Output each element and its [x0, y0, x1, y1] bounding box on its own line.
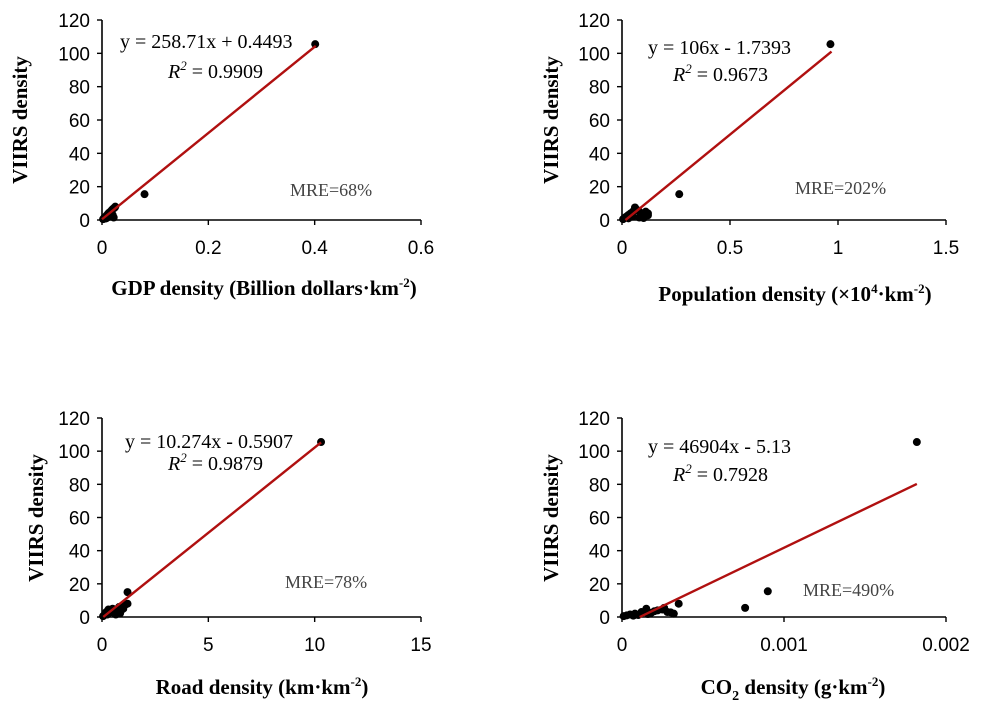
x-tick-label: 0.4 — [301, 238, 328, 259]
y-tick-label: 120 — [578, 11, 610, 32]
regression-equation: y = 106x - 1.7393 — [648, 37, 791, 59]
x-tick-label: 0.6 — [408, 238, 434, 259]
y-tick-label: 0 — [79, 211, 90, 232]
y-axis-title: VIIRS density — [539, 56, 563, 184]
x-tick-label: 0 — [617, 635, 628, 656]
x-axis-title: Population density (×104·km-2) — [658, 281, 931, 306]
x-tick-label: 0 — [97, 238, 108, 259]
data-point — [674, 599, 683, 608]
y-tick-label: 60 — [589, 509, 610, 530]
data-point — [629, 611, 638, 620]
y-tick-label: 40 — [589, 144, 610, 165]
x-tick-label: 5 — [203, 635, 214, 656]
x-tick-label: 1.5 — [933, 238, 959, 259]
y-tick-label: 60 — [69, 111, 90, 132]
mre-annotation: MRE=490% — [803, 580, 894, 600]
y-tick-label: 40 — [589, 542, 610, 563]
x-tick-label: 0 — [97, 635, 108, 656]
data-point — [109, 213, 118, 222]
y-tick-label: 60 — [69, 509, 90, 530]
scatter-panel-3: 0 20 40 60 80 100 120 0 5 10 15 y = 10.274x - 0.590… — [24, 409, 432, 699]
scatter-panel-1: 0 20 40 60 80 100 120 0 0.2 0.4 0.6 y = 258.71x + 0… — [8, 11, 434, 300]
y-tick-label: 100 — [578, 44, 610, 65]
fit-line — [101, 44, 317, 221]
y-tick-label: 40 — [69, 542, 90, 563]
x-tick-label: 0.001 — [760, 635, 808, 656]
y-tick-label: 20 — [589, 575, 610, 596]
y-tick-label: 120 — [578, 409, 610, 430]
y-tick-label: 0 — [599, 608, 610, 629]
data-point — [123, 599, 132, 608]
y-axis-title: VIIRS density — [8, 56, 32, 184]
y-tick-label: 120 — [58, 11, 90, 32]
data-point — [912, 438, 921, 447]
y-tick-label: 20 — [69, 575, 90, 596]
y-tick-label: 60 — [589, 111, 610, 132]
mre-annotation: MRE=68% — [290, 180, 372, 200]
x-tick-label: 0 — [617, 238, 628, 259]
y-tick-label: 120 — [58, 409, 90, 430]
y-tick-label: 20 — [69, 178, 90, 199]
x-axis-title: CO2 density (g·km-2) — [701, 674, 886, 704]
data-point — [116, 609, 125, 618]
data-point — [140, 190, 149, 199]
r-squared-label: R2 = 0.9909 — [167, 58, 263, 83]
y-tick-label: 100 — [58, 442, 90, 463]
x-axis-title: GDP density (Billion dollars·km-2) — [111, 275, 416, 300]
data-point — [643, 211, 652, 220]
data-point — [741, 603, 750, 612]
x-tick-label: 0.5 — [717, 238, 743, 259]
r-squared-label: R2 = 0.9879 — [167, 450, 263, 475]
x-tick-label: 15 — [410, 635, 431, 656]
y-tick-label: 80 — [589, 78, 610, 99]
y-tick-label: 100 — [58, 44, 90, 65]
x-tick-label: 0.2 — [195, 238, 221, 259]
data-point — [311, 40, 320, 49]
fit-line — [624, 50, 833, 222]
scatter-panel-4: 0 20 40 60 80 100 120 0 0.001 0.002 y = 46904x - 5… — [539, 409, 970, 704]
y-tick-label: 0 — [599, 211, 610, 232]
y-tick-label: 80 — [589, 475, 610, 496]
regression-equation: y = 46904x - 5.13 — [648, 436, 791, 458]
fit-line — [102, 441, 322, 618]
data-point — [669, 609, 678, 618]
x-axis-title: Road density (km·km-2) — [156, 674, 369, 699]
data-point — [826, 40, 835, 49]
scatter-panel-2: 0 20 40 60 80 100 120 0 0.5 1 1.5 y = 106x - 1.7393… — [539, 11, 959, 306]
data-point — [123, 588, 132, 597]
y-tick-label: 40 — [69, 144, 90, 165]
data-point — [675, 190, 684, 199]
x-tick-label: 0.002 — [922, 635, 970, 656]
y-tick-label: 80 — [69, 475, 90, 496]
data-point — [763, 587, 772, 596]
x-tick-label: 1 — [833, 238, 844, 259]
y-tick-label: 0 — [79, 608, 90, 629]
mre-annotation: MRE=78% — [285, 572, 367, 592]
fit-line — [639, 482, 918, 619]
mre-annotation: MRE=202% — [795, 178, 886, 198]
y-tick-label: 80 — [69, 78, 90, 99]
r-squared-label: R2 = 0.7928 — [672, 461, 768, 486]
y-tick-label: 20 — [589, 178, 610, 199]
y-axis-title: VIIRS density — [24, 454, 48, 582]
y-axis-title: VIIRS density — [539, 454, 563, 582]
r-squared-label: R2 = 0.9673 — [672, 61, 768, 86]
regression-equation: y = 258.71x + 0.4493 — [120, 31, 293, 53]
regression-equation: y = 10.274x - 0.5907 — [125, 431, 293, 453]
y-tick-label: 100 — [578, 442, 610, 463]
x-tick-label: 10 — [304, 635, 325, 656]
